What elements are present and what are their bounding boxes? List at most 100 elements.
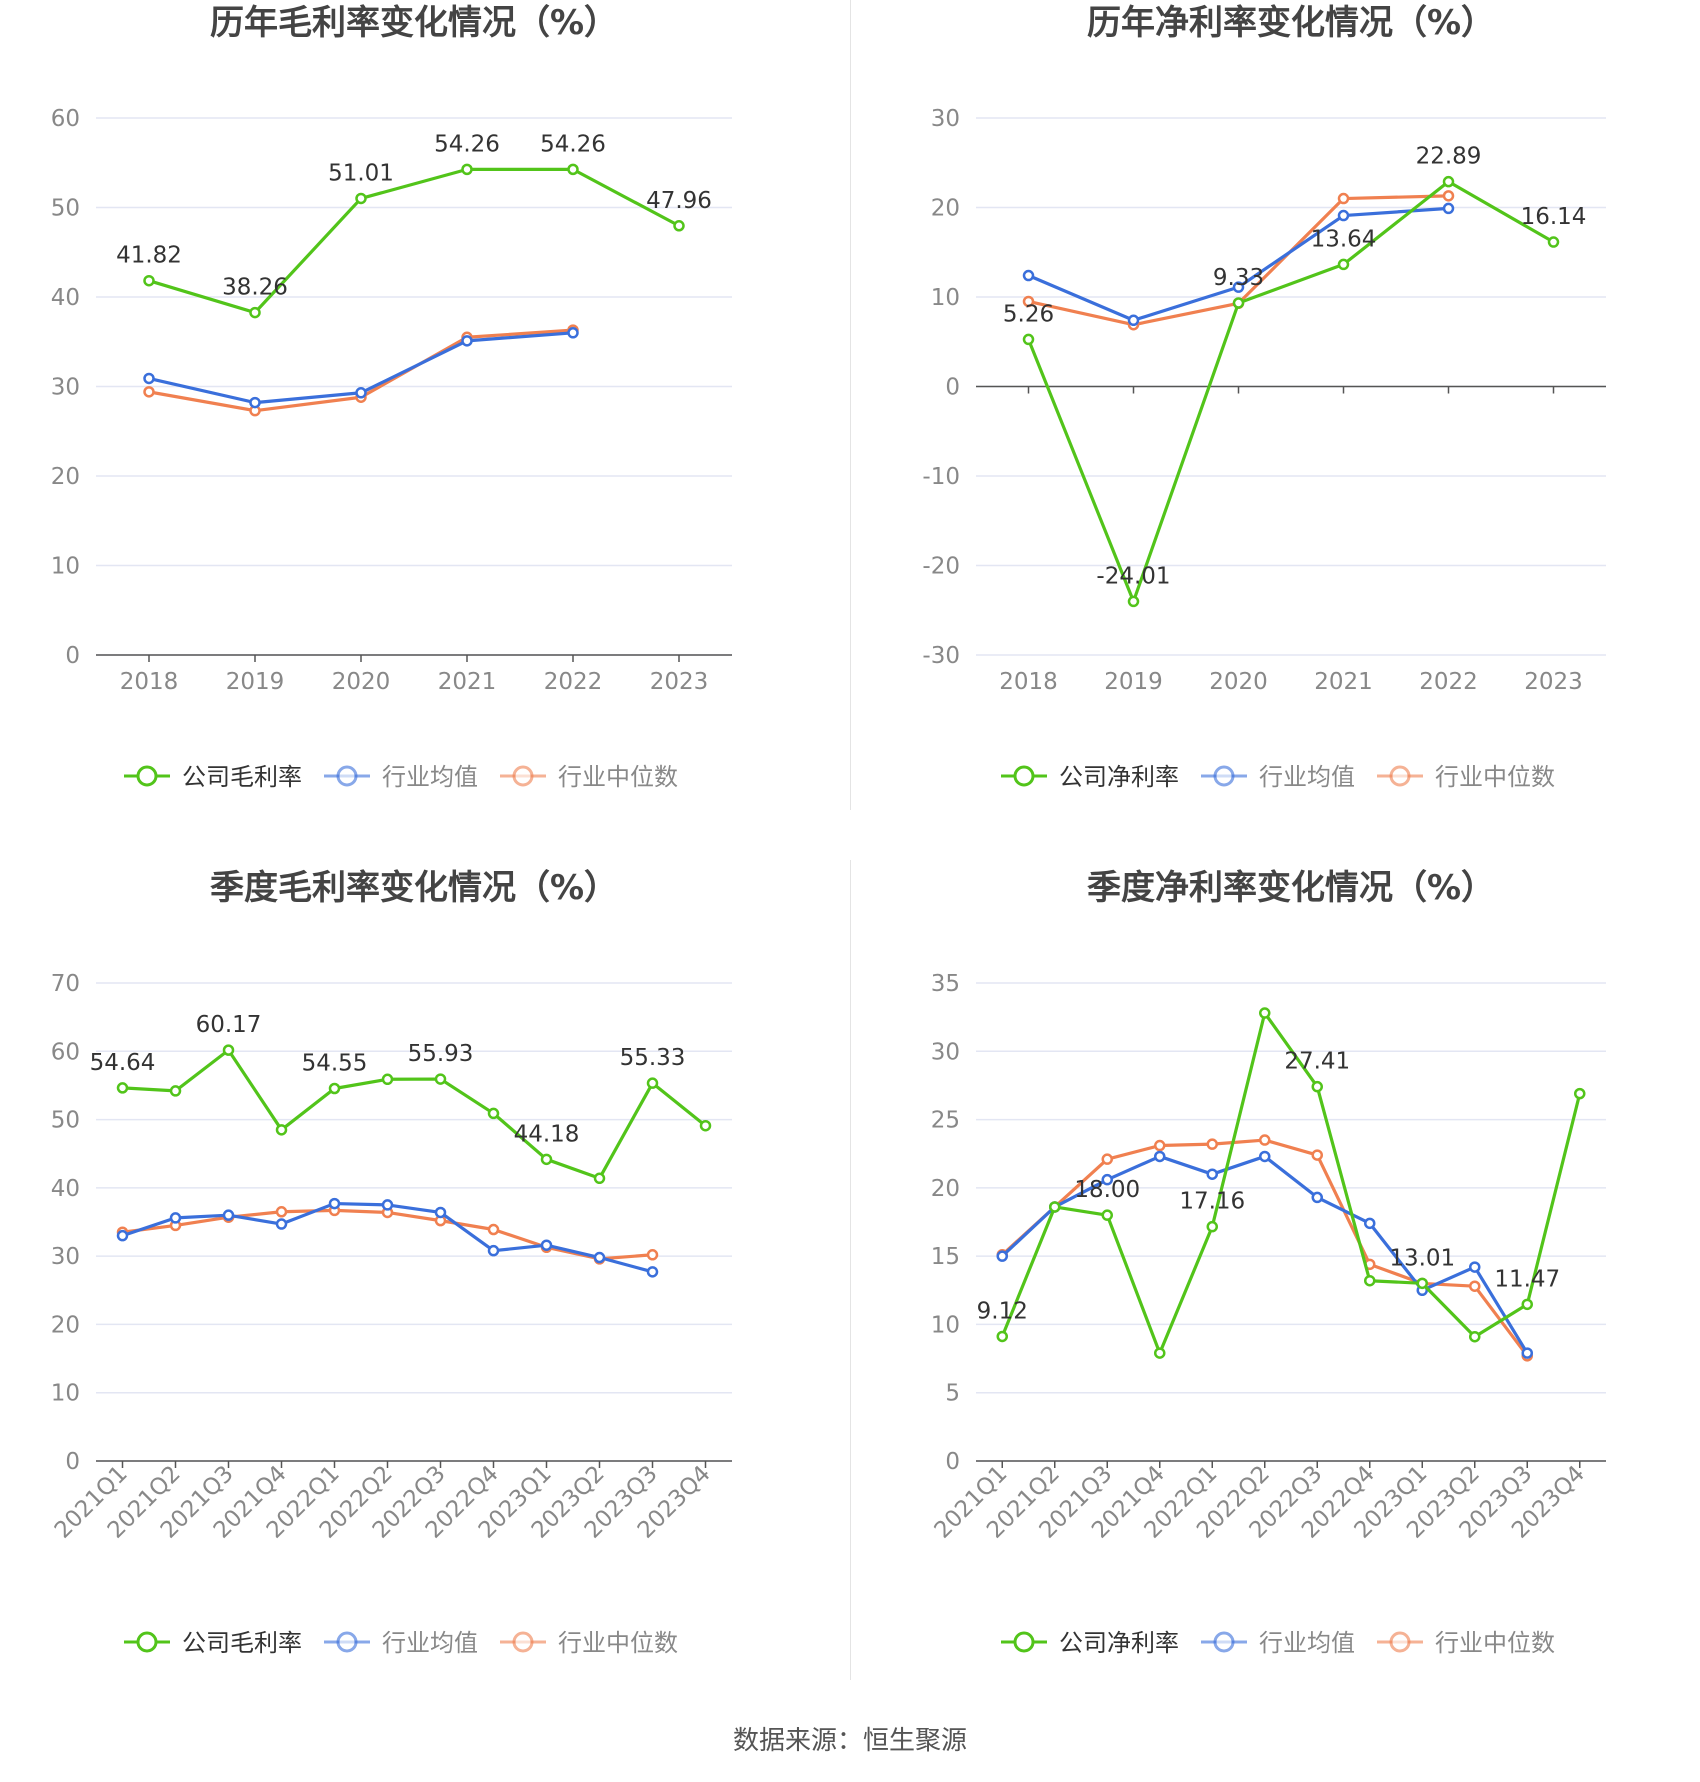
data-source-note: 数据来源：恒生聚源 — [732, 1726, 967, 1756]
y-tick-label: 10 — [931, 285, 960, 311]
data-label: 60.17 — [196, 1012, 262, 1038]
data-point — [1442, 202, 1455, 215]
data-label: 47.96 — [646, 188, 712, 214]
data-point — [1337, 192, 1350, 205]
data-label: 17.16 — [1179, 1189, 1245, 1215]
legend-label: 行业中位数 — [1435, 763, 1555, 791]
chart-title: 季度毛利率变化情况（%） — [210, 868, 618, 908]
data-point — [1206, 1220, 1218, 1233]
data-point — [996, 1330, 1008, 1343]
data-point — [1442, 190, 1455, 202]
legend-item-0: 公司净利率 — [1001, 1629, 1179, 1657]
legend-item-1: 行业均值 — [1201, 1629, 1355, 1657]
data-point — [1337, 258, 1350, 271]
data-point — [487, 1223, 500, 1236]
data-point — [355, 192, 367, 205]
x-tick-label: 2019 — [1104, 669, 1163, 695]
data-label: 9.12 — [977, 1298, 1028, 1324]
y-tick-label: 30 — [51, 375, 80, 401]
data-label: 54.64 — [90, 1050, 156, 1076]
y-tick-label: 50 — [51, 196, 80, 222]
legend-swatch-marker — [336, 1631, 358, 1653]
chart-panel-2: 历年净利率变化情况（%） -30 -20 -10 0 10 20 30 2018 2019 2020… — [922, 3, 1606, 791]
data-point — [1521, 1347, 1533, 1359]
data-point — [116, 1082, 129, 1094]
data-point — [1206, 1168, 1218, 1180]
data-point — [434, 1206, 447, 1219]
data-point — [1127, 595, 1140, 608]
data-point — [1442, 175, 1455, 188]
y-tick-label: 0 — [945, 1449, 960, 1475]
legend-item-0: 公司净利率 — [1001, 763, 1179, 791]
legend-item-1: 行业均值 — [324, 1629, 478, 1657]
data-point — [461, 335, 473, 347]
x-tick-label: 2018 — [120, 669, 179, 695]
legend-swatch-marker — [136, 765, 158, 787]
y-tick-label: 15 — [931, 1244, 960, 1270]
chart-title: 历年毛利率变化情况（%） — [210, 3, 618, 43]
data-point — [1154, 1347, 1166, 1359]
data-label: 41.82 — [116, 243, 182, 269]
x-tick-label: 2022 — [544, 669, 603, 695]
data-point — [143, 372, 155, 385]
data-point — [249, 396, 261, 409]
data-point — [381, 1073, 394, 1086]
data-label: 13.64 — [1311, 226, 1377, 252]
data-point — [143, 386, 155, 398]
data-label: 13.01 — [1389, 1245, 1455, 1271]
data-label: 55.33 — [620, 1045, 686, 1071]
legend-item-2: 行业中位数 — [1377, 763, 1555, 791]
data-point — [169, 1212, 182, 1224]
data-point — [169, 1085, 182, 1097]
data-point — [275, 1218, 288, 1230]
y-tick-label: 35 — [931, 971, 960, 997]
data-point — [1311, 1149, 1323, 1161]
legend-item-1: 行业均值 — [1201, 763, 1355, 791]
data-point — [1127, 314, 1140, 327]
data-point — [328, 1197, 341, 1210]
data-point — [1154, 1150, 1166, 1163]
legend-item-2: 行业中位数 — [1377, 1629, 1555, 1657]
data-point — [1469, 1280, 1481, 1292]
data-point — [593, 1172, 606, 1185]
y-tick-label: 50 — [51, 1108, 80, 1134]
data-point — [540, 1153, 553, 1166]
y-tick-label: 25 — [931, 1108, 960, 1134]
legend-swatch-marker — [512, 1631, 534, 1653]
data-point — [1416, 1277, 1428, 1290]
y-tick-label: 40 — [51, 1176, 80, 1202]
data-point — [996, 1250, 1008, 1262]
data-point — [1022, 295, 1035, 308]
legend-label: 行业均值 — [382, 1629, 478, 1657]
data-point — [1101, 1173, 1113, 1186]
y-tick-label: 60 — [51, 1039, 80, 1065]
data-point — [275, 1124, 288, 1136]
legend-item-2: 行业中位数 — [500, 763, 678, 791]
data-label: 22.89 — [1416, 144, 1482, 170]
data-point — [699, 1119, 712, 1132]
data-point — [143, 274, 155, 287]
y-tick-label: 60 — [51, 106, 80, 132]
panel-divider-top — [850, 0, 851, 810]
data-label: 38.26 — [222, 275, 288, 301]
data-label: 55.93 — [408, 1041, 474, 1067]
data-label: 11.47 — [1494, 1266, 1560, 1292]
data-label: 54.26 — [434, 131, 500, 157]
legend-label: 行业中位数 — [558, 1629, 678, 1657]
chart-panel-4: 季度净利率变化情况（%）051015202530352021Q12021Q220… — [930, 868, 1606, 1657]
legend-item-1: 行业均值 — [324, 763, 478, 791]
chart-panel-1: 历年毛利率变化情况（%） 0 10 20 30 40 50 60 2018 2019 2020 202… — [51, 3, 732, 791]
y-tick-label: 0 — [945, 375, 960, 401]
data-point — [1259, 1134, 1271, 1146]
legend-swatch-marker — [1389, 1631, 1411, 1653]
data-label: 9.33 — [1213, 265, 1264, 291]
data-point — [249, 306, 261, 319]
data-point — [1311, 1191, 1323, 1204]
x-tick-label: 2022 — [1419, 669, 1478, 695]
legend-label: 公司净利率 — [1059, 763, 1179, 791]
y-tick-label: -10 — [922, 464, 960, 490]
legend-label: 行业均值 — [1259, 1629, 1355, 1657]
data-point — [1337, 209, 1350, 222]
data-point — [1101, 1209, 1113, 1221]
data-point — [328, 1082, 341, 1095]
